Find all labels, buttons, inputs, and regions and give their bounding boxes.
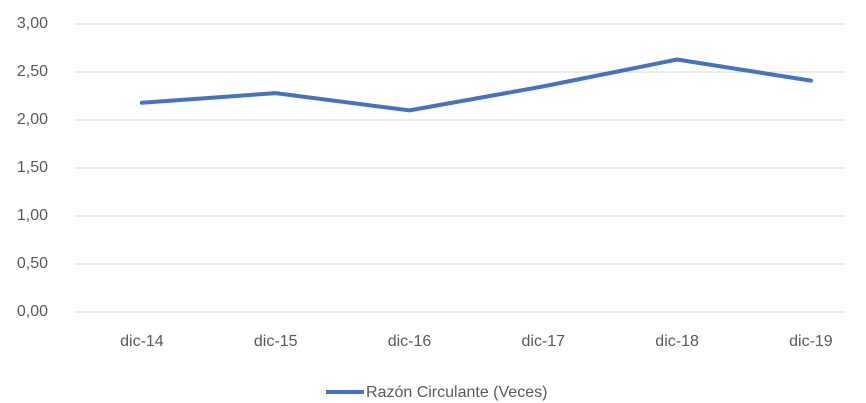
x-tick-label: dic-15 bbox=[254, 333, 298, 350]
x-tick-label: dic-16 bbox=[388, 333, 432, 350]
x-tick-label: dic-14 bbox=[120, 333, 164, 350]
y-tick-label: 0,00 bbox=[17, 303, 48, 320]
x-tick-label: dic-19 bbox=[789, 333, 833, 350]
y-tick-label: 3,00 bbox=[17, 15, 48, 32]
y-tick-label: 2,50 bbox=[17, 63, 48, 80]
x-tick-label: dic-18 bbox=[655, 333, 699, 350]
legend-label: Razón Circulante (Veces) bbox=[366, 384, 547, 401]
x-tick-label: dic-17 bbox=[522, 333, 566, 350]
y-tick-label: 1,50 bbox=[17, 159, 48, 176]
data-line bbox=[139, 57, 813, 113]
y-tick-label: 0,50 bbox=[17, 255, 48, 272]
y-tick-label: 2,00 bbox=[17, 111, 48, 128]
y-tick-label: 1,00 bbox=[17, 207, 48, 224]
